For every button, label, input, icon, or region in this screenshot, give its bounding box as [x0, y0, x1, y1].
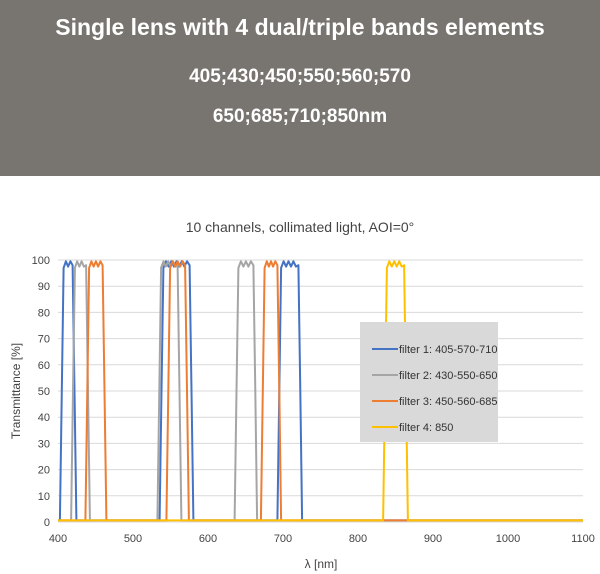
legend-label: filter 3: 450-560-685: [399, 396, 497, 408]
x-axis-title: λ [nm]: [305, 557, 338, 571]
banner-wavelengths-line-2: 650;685;710;850nm: [212, 106, 388, 127]
x-tick-label: 800: [349, 533, 367, 545]
y-axis-title: Transmittance [%]: [9, 343, 23, 439]
chart-container: 10 channels, collimated light, AOI=0° λ …: [0, 176, 600, 574]
legend-label: filter 1: 405-570-710: [399, 344, 497, 356]
x-tick-label: 1100: [571, 533, 595, 545]
y-tick-label: 30: [38, 438, 50, 450]
banner-title: Single lens with 4 dual/triple bands ele…: [55, 14, 545, 40]
banner-wavelengths-line-1: 405;430;450;550;560;570: [189, 66, 411, 87]
x-tick-label: 600: [199, 533, 217, 545]
y-tick-label: 100: [32, 255, 50, 267]
gridlines: [58, 259, 583, 523]
legend-box: [360, 322, 498, 442]
y-tick-label: 10: [38, 491, 50, 503]
y-tick-label: 0: [44, 517, 50, 529]
y-tick-label: 80: [38, 307, 50, 319]
series-line-filter-3: [58, 260, 583, 522]
x-tick-label: 1000: [496, 533, 520, 545]
chart-title: 10 channels, collimated light, AOI=0°: [186, 219, 415, 235]
y-tick-label: 70: [38, 334, 50, 346]
transmittance-chart: 10 channels, collimated light, AOI=0° λ …: [9, 219, 595, 571]
y-tick-label: 50: [38, 386, 50, 398]
y-tick-label: 40: [38, 412, 50, 424]
legend-label: filter 4: 850: [399, 422, 453, 434]
y-tick-label: 90: [38, 281, 50, 293]
x-tick-label: 700: [274, 533, 292, 545]
legend: filter 1: 405-570-710 filter 2: 430-550-6…: [360, 322, 498, 442]
x-tick-label: 500: [124, 533, 142, 545]
x-tick-label: 900: [424, 533, 442, 545]
header-banner: Single lens with 4 dual/triple bands ele…: [0, 0, 600, 176]
tick-labels: 0 10 20 30 40 50 60 70 80 90 100 400 500 600 700 800 900…: [32, 255, 595, 545]
y-tick-label: 60: [38, 360, 50, 372]
x-tick-label: 400: [49, 533, 67, 545]
y-tick-label: 20: [38, 465, 50, 477]
legend-label: filter 2: 430-550-650: [399, 370, 497, 382]
